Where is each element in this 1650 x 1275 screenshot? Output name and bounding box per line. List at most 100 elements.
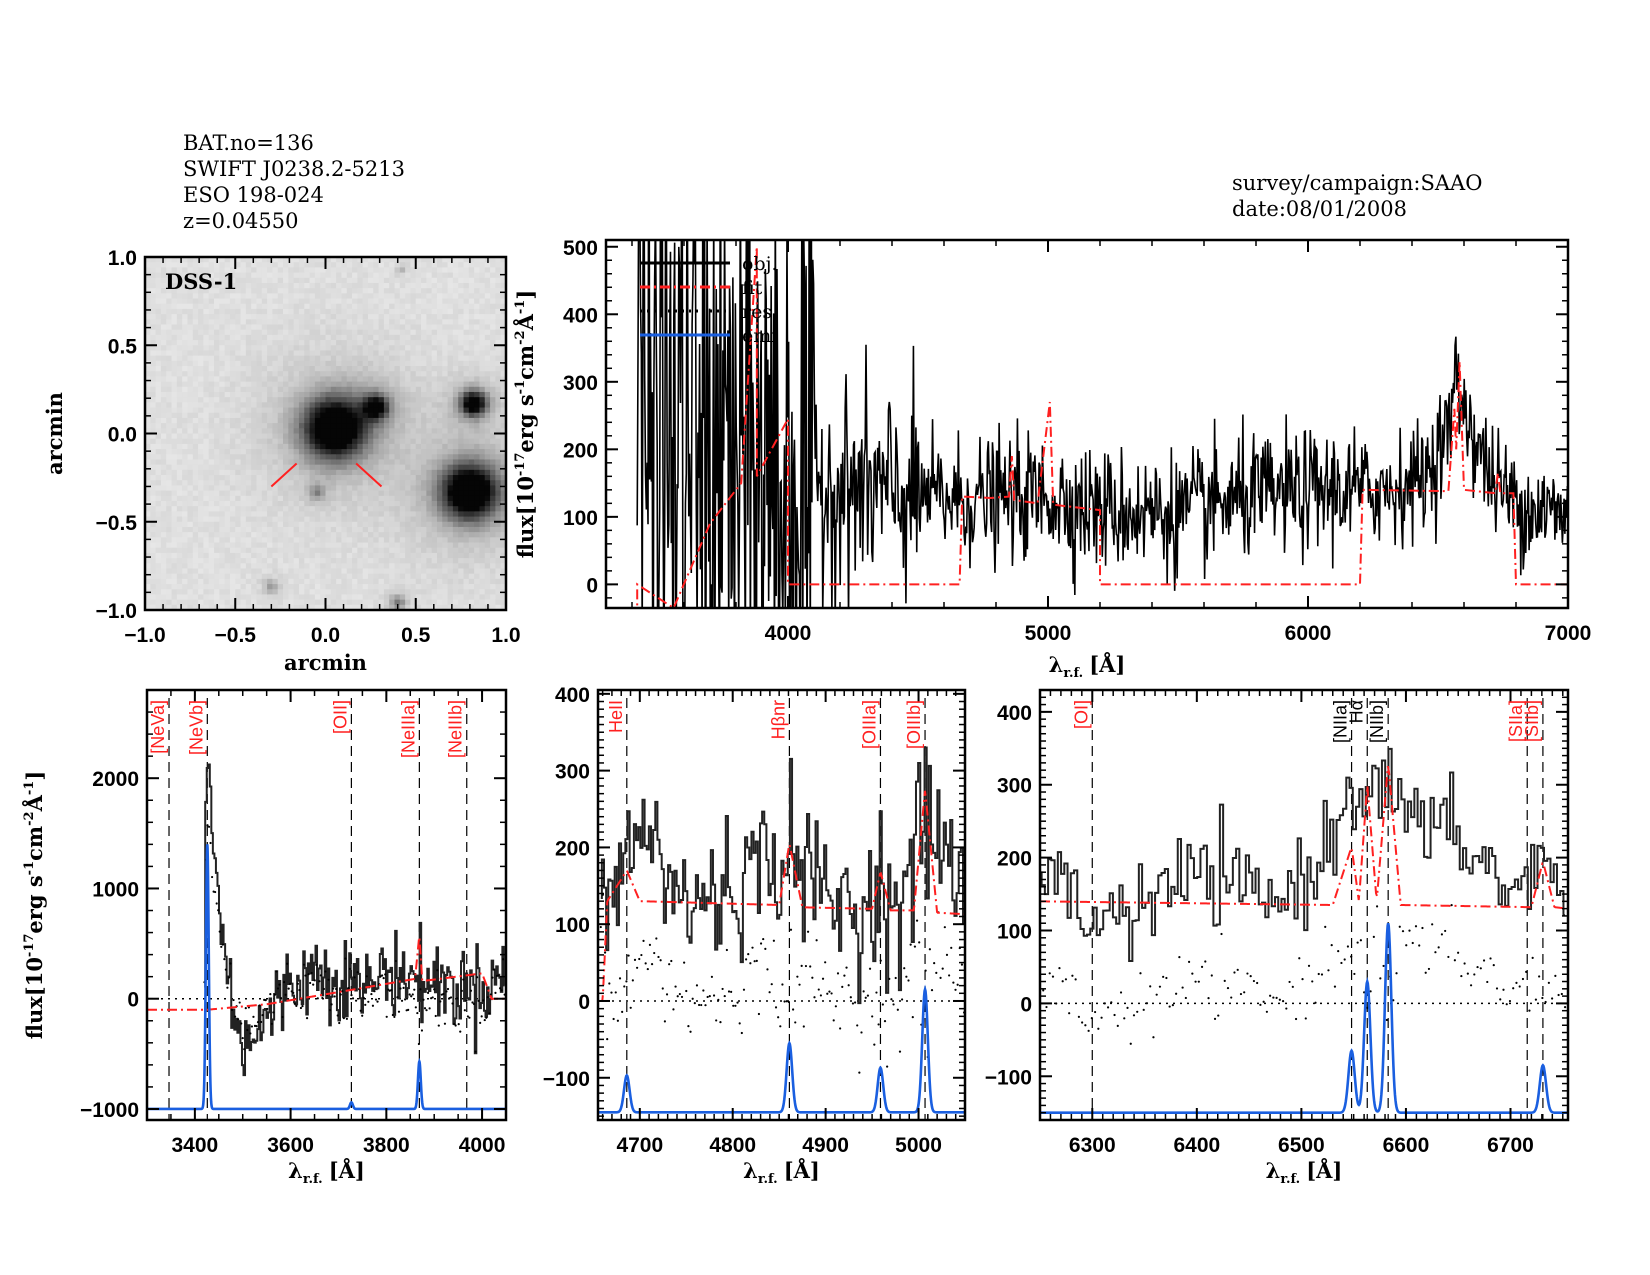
image-pixel	[341, 350, 348, 357]
image-pixel	[341, 480, 348, 487]
image-pixel	[192, 464, 199, 471]
image-pixel	[155, 552, 162, 559]
image-pixel	[426, 542, 433, 549]
image-pixel	[399, 568, 406, 575]
image-pixel	[383, 277, 390, 284]
image-pixel	[198, 324, 204, 331]
image-pixel	[474, 329, 481, 336]
image-pixel	[452, 516, 459, 523]
image-pixel	[224, 329, 231, 336]
image-pixel	[320, 433, 327, 440]
image-pixel	[251, 568, 258, 575]
image-pixel	[320, 417, 327, 424]
image-pixel	[192, 272, 199, 279]
image-pixel	[309, 298, 316, 305]
image-pixel	[261, 288, 268, 294]
image-pixel	[325, 376, 332, 383]
image-pixel	[314, 381, 321, 388]
image-pixel	[240, 288, 247, 294]
image-pixel	[500, 303, 507, 310]
image-pixel	[426, 308, 433, 315]
image-pixel	[373, 449, 380, 455]
image-pixel	[251, 459, 258, 466]
image-pixel	[436, 594, 443, 601]
image-pixel	[389, 391, 396, 398]
image-pixel	[235, 407, 242, 414]
image-pixel	[357, 293, 364, 300]
image-pixel	[150, 334, 157, 341]
image-pixel	[346, 329, 353, 336]
image-pixel	[208, 293, 215, 300]
image-pixel	[442, 578, 449, 585]
image-pixel	[240, 537, 247, 544]
image-pixel	[325, 506, 332, 512]
image-pixel	[415, 345, 422, 352]
image-pixel	[357, 272, 364, 279]
image-pixel	[362, 573, 369, 580]
image-pixel	[171, 511, 178, 518]
image-pixel	[452, 526, 459, 533]
image-pixel	[293, 386, 300, 393]
image-pixel	[463, 521, 470, 528]
image-pixel	[145, 428, 151, 435]
image-pixel	[415, 350, 422, 357]
image-pixel	[479, 573, 486, 580]
image-pixel	[176, 485, 183, 492]
image-pixel	[267, 366, 274, 372]
image-pixel	[293, 454, 300, 461]
image-pixel	[208, 345, 215, 352]
image-pixel	[405, 516, 412, 523]
image-pixel	[367, 578, 374, 585]
image-pixel	[458, 282, 465, 289]
image-pixel	[490, 547, 496, 554]
image-pixel	[187, 552, 194, 559]
image-pixel	[219, 563, 226, 570]
image-pixel	[500, 516, 507, 523]
image-pixel	[500, 594, 507, 601]
image-pixel	[320, 381, 327, 388]
image-pixel	[330, 521, 337, 528]
image-pixel	[261, 475, 268, 481]
image-pixel	[214, 558, 220, 564]
image-pixel	[214, 537, 220, 544]
image-pixel	[474, 371, 481, 377]
image-pixel	[352, 511, 358, 518]
image-pixel	[192, 282, 199, 289]
image-pixel	[352, 500, 358, 507]
image-pixel	[484, 438, 491, 445]
image-pixel	[245, 475, 252, 481]
image-pixel	[405, 366, 412, 372]
image-pixel	[261, 490, 268, 497]
image-pixel	[458, 314, 465, 320]
image-pixel	[346, 599, 353, 606]
image-pixel	[293, 552, 300, 559]
image-pixel	[447, 267, 454, 274]
image-pixel	[367, 573, 374, 580]
image-pixel	[171, 293, 178, 300]
image-pixel	[357, 433, 364, 440]
image-pixel	[214, 298, 220, 305]
image-pixel	[240, 500, 247, 507]
image-pixel	[352, 298, 358, 305]
image-pixel	[378, 599, 385, 606]
image-pixel	[399, 355, 406, 362]
image-pixel	[399, 599, 406, 606]
image-pixel	[251, 355, 258, 362]
image-pixel	[394, 397, 401, 403]
bat-number: BAT.no=136	[183, 131, 314, 155]
image-pixel	[463, 469, 470, 476]
image-pixel	[198, 350, 204, 357]
image-pixel	[426, 506, 433, 512]
image-pixel	[160, 568, 167, 575]
image-pixel	[309, 412, 316, 419]
image-pixel	[160, 573, 167, 580]
image-pixel	[155, 521, 162, 528]
image-pixel	[436, 578, 443, 585]
image-pixel	[447, 599, 454, 606]
image-pixel	[389, 584, 396, 590]
image-pixel	[442, 386, 449, 393]
image-pixel	[267, 547, 274, 554]
image-pixel	[442, 277, 449, 284]
image-pixel	[442, 495, 449, 502]
image-pixel	[495, 464, 502, 471]
